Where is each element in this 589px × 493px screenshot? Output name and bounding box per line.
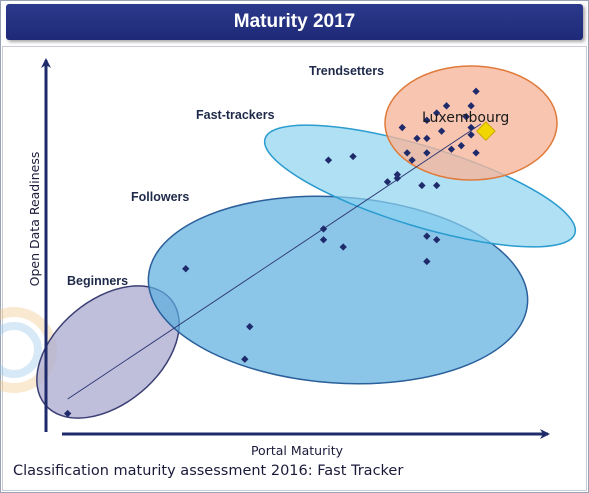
- data-point: [423, 257, 431, 266]
- data-point: [423, 116, 431, 124]
- cluster-label: Fast-trackers: [196, 108, 275, 122]
- chart-title: Maturity 2017: [6, 4, 583, 40]
- data-point: [437, 127, 446, 135]
- data-point: [433, 109, 441, 117]
- data-point: [472, 87, 480, 96]
- cluster-label: Beginners: [67, 274, 128, 288]
- data-point: [241, 355, 249, 363]
- caption: Classification maturity assessment 2016:…: [13, 463, 404, 479]
- data-point: [467, 123, 475, 132]
- trend-line: [67, 123, 482, 400]
- data-point: [467, 102, 475, 110]
- x-axis-label: Portal Maturity: [251, 443, 344, 458]
- data-point: [467, 131, 475, 139]
- data-point: [339, 243, 347, 251]
- data-point: [423, 232, 431, 240]
- data-point: [423, 149, 431, 157]
- data-point: [403, 149, 411, 157]
- data-point: [182, 265, 190, 273]
- data-point: [462, 113, 470, 121]
- data-point: [418, 181, 426, 190]
- cluster-label: Trendsetters: [309, 64, 384, 78]
- highlight-label: Luxembourg: [422, 110, 509, 126]
- data-point: [433, 181, 441, 190]
- highlight-point: [475, 121, 496, 142]
- data-point: [246, 322, 254, 331]
- data-point: [393, 170, 401, 179]
- data-point: [457, 141, 465, 150]
- y-axis-label: Open Data Readiness: [27, 152, 42, 287]
- data-point: [472, 149, 480, 157]
- cluster-label: Followers: [131, 190, 189, 204]
- data-point: [349, 152, 357, 161]
